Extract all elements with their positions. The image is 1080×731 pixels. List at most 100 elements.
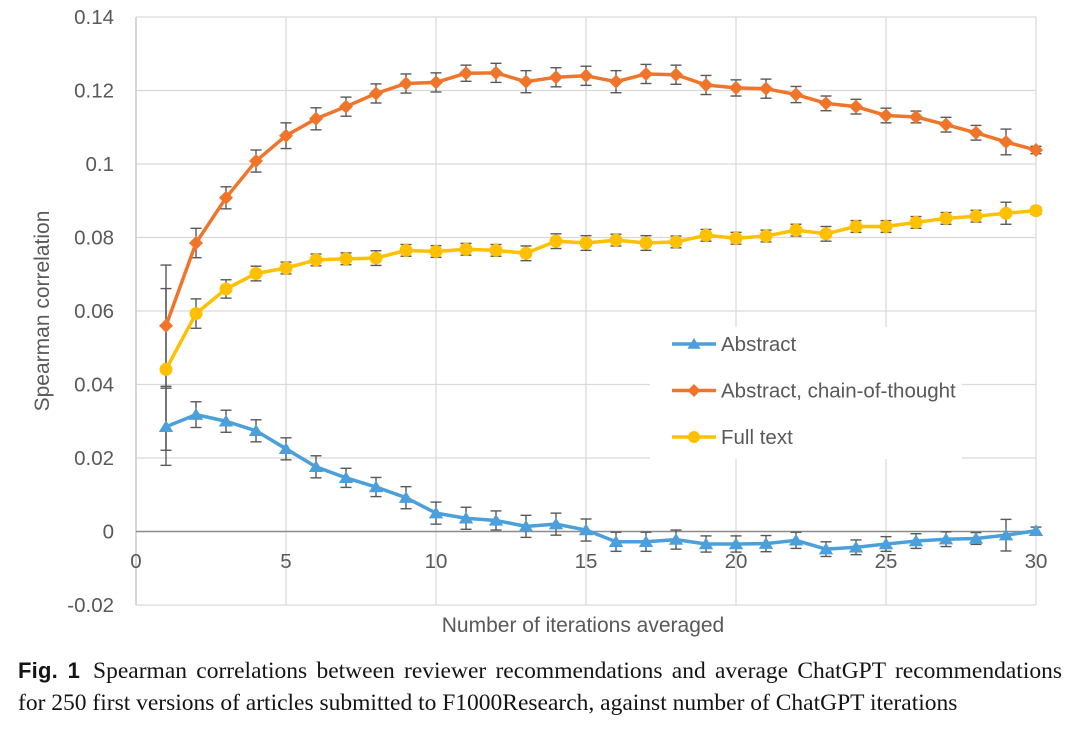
data-point-marker [688, 431, 700, 443]
data-point-marker [999, 206, 1013, 220]
data-point-marker [459, 242, 473, 256]
legend: Abstract Abstract, chain-of-thought Full t… [650, 327, 962, 459]
data-point-marker [579, 236, 593, 250]
data-point-marker [849, 99, 863, 114]
data-point-marker [549, 234, 563, 248]
data-point-marker [339, 99, 353, 114]
data-point-marker [879, 108, 893, 123]
data-point-marker [1029, 143, 1043, 158]
data-point-marker [219, 190, 233, 205]
series-abstract-chain-of-thought [159, 65, 1043, 333]
data-point-marker [488, 513, 504, 526]
data-point-marker [687, 338, 701, 349]
data-point-marker [938, 532, 954, 545]
data-point-marker [489, 65, 503, 80]
data-point-marker [998, 528, 1014, 541]
data-point-marker [1029, 204, 1043, 218]
data-point-marker [368, 480, 384, 493]
data-point-marker [188, 408, 204, 420]
data-point-marker [638, 535, 654, 547]
data-point-marker [848, 540, 864, 553]
legend-item-abstract-chain-of-thought: Abstract, chain-of-thought [672, 380, 956, 403]
data-point-marker [159, 318, 173, 333]
data-point-marker [968, 531, 984, 544]
data-point-marker [308, 460, 324, 473]
data-point-marker [399, 243, 413, 257]
data-point-marker [429, 75, 443, 90]
data-point-marker [429, 244, 443, 258]
y-axis-tick-label: 0.06 [74, 300, 114, 323]
data-point-marker [249, 154, 263, 169]
data-point-marker [758, 537, 774, 549]
data-point-marker [687, 384, 701, 397]
legend-item-abstract: Abstract [672, 333, 796, 356]
data-point-marker [789, 223, 803, 237]
data-point-marker [668, 533, 684, 545]
spearman-correlation-chart: 0.14 0.12 0.1 0.08 0.06 0.04 0.02 0 -0.02 0 5 10 15 2… [31, 6, 1048, 637]
data-point-marker [249, 267, 263, 281]
data-point-marker [939, 117, 953, 132]
data-point-marker [609, 233, 623, 247]
data-point-marker [729, 80, 743, 95]
x-axis-tick-label: 30 [1025, 550, 1048, 573]
data-point-marker [699, 77, 713, 92]
series-abstract [158, 408, 1044, 555]
data-point-marker [519, 246, 533, 260]
data-point-marker [819, 227, 833, 241]
data-point-marker [728, 537, 744, 550]
data-point-marker [909, 215, 923, 229]
data-point-marker [878, 537, 894, 550]
data-point-marker [338, 471, 354, 484]
data-point-marker [908, 534, 924, 547]
data-point-marker [729, 231, 743, 245]
data-point-marker [458, 511, 474, 524]
data-point-marker [159, 362, 173, 376]
x-axis-tick-label: 0 [130, 550, 141, 573]
y-axis-tick-label: 0.1 [86, 153, 115, 176]
data-point-marker [759, 81, 773, 96]
data-point-marker [489, 243, 503, 257]
data-point-marker [969, 209, 983, 223]
data-point-marker [939, 211, 953, 225]
data-point-marker [549, 70, 563, 85]
data-point-marker [879, 219, 893, 233]
legend-label: Abstract [721, 333, 796, 356]
data-point-marker [639, 66, 653, 81]
data-point-marker [849, 219, 863, 233]
x-axis-tick-label: 5 [280, 550, 291, 573]
data-point-marker [608, 535, 624, 547]
data-point-marker [1028, 524, 1044, 536]
x-axis-tick-label: 15 [575, 550, 598, 573]
series-full-text [159, 204, 1043, 376]
x-axis-tick-label: 20 [725, 550, 748, 573]
x-axis-tick-label: 10 [425, 550, 448, 573]
data-point-marker [819, 96, 833, 111]
legend-label: Full text [721, 426, 793, 449]
data-point-marker [369, 86, 383, 101]
data-point-marker [309, 111, 323, 126]
data-point-marker [189, 307, 203, 321]
figure-number-label: Fig. 1 [18, 658, 81, 683]
data-point-marker [428, 506, 444, 519]
data-point-marker [669, 235, 683, 249]
y-axis-tick-label: 0.02 [74, 447, 114, 470]
data-point-marker [548, 517, 564, 530]
data-point-marker [519, 74, 533, 89]
y-axis-tick-label: 0.04 [74, 374, 114, 397]
data-point-marker [759, 229, 773, 243]
data-point-marker [518, 519, 534, 532]
data-point-marker [639, 236, 653, 250]
data-point-marker [219, 282, 233, 296]
series-line [164, 71, 1038, 328]
data-point-marker [698, 537, 714, 550]
data-point-marker [459, 66, 473, 81]
y-axis-tick-label: -0.02 [67, 594, 114, 617]
y-axis-tick-label: 0.14 [74, 6, 114, 29]
y-axis-tick-label: 0.12 [74, 80, 114, 103]
data-point-marker [309, 253, 323, 267]
legend-label: Abstract, chain-of-thought [721, 380, 956, 403]
data-point-marker [788, 533, 804, 546]
data-point-marker [278, 442, 294, 455]
figure-caption: Fig. 1 Spearman correlations between revi… [0, 645, 1080, 719]
